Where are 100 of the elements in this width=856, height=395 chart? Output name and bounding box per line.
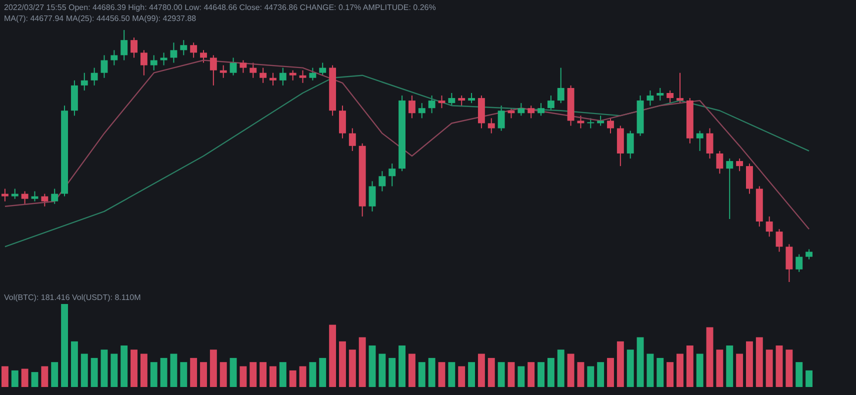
bar [41, 366, 48, 387]
bar [766, 350, 773, 387]
bar [538, 362, 544, 387]
candlestick [270, 72, 276, 86]
candlestick [200, 50, 207, 64]
bar [11, 370, 18, 387]
bar [756, 337, 763, 387]
bar [299, 366, 306, 387]
candlestick [656, 87, 664, 102]
candlestick [626, 130, 634, 160]
candlestick [766, 216, 773, 238]
candlestick [528, 105, 535, 119]
candlestick [538, 102, 544, 116]
bar [518, 366, 525, 387]
candlestick [726, 158, 734, 220]
candlestick [498, 105, 505, 132]
candlestick [51, 188, 58, 204]
bar [100, 350, 108, 387]
candlestick [676, 72, 684, 104]
bar [587, 366, 594, 387]
bar [428, 358, 436, 387]
bar [150, 362, 158, 387]
candlestick [716, 150, 724, 174]
candlestick [230, 57, 237, 76]
candlestick [240, 60, 247, 74]
candlestick [31, 190, 38, 202]
bar [696, 354, 704, 387]
candlestick [90, 67, 98, 86]
bar [220, 362, 227, 387]
candlestick [547, 95, 554, 112]
bar [666, 362, 674, 387]
bar [368, 346, 376, 387]
candlestick [220, 64, 227, 78]
bar [597, 362, 604, 387]
candlestick [348, 128, 356, 152]
bar [130, 350, 138, 387]
bar [289, 370, 296, 387]
bar [498, 362, 505, 387]
bar [80, 354, 88, 387]
candlestick [21, 190, 28, 204]
bar [279, 362, 286, 387]
bar [348, 350, 356, 387]
bar [190, 358, 198, 387]
candlestick [11, 188, 18, 200]
bar [160, 358, 168, 387]
bar [21, 368, 28, 387]
candlestick [130, 37, 138, 58]
bar [339, 341, 346, 387]
candlestick [408, 95, 416, 119]
candlestick [180, 40, 188, 56]
bar [726, 346, 734, 387]
candlestick [319, 62, 326, 76]
candlestick [587, 118, 594, 129]
candlestick [577, 115, 584, 129]
bar [319, 358, 326, 387]
candlestick [776, 228, 783, 252]
bar [488, 358, 495, 387]
bar [110, 354, 118, 387]
bar [478, 354, 485, 387]
bar [61, 304, 68, 387]
bar [676, 354, 684, 387]
candlestick [428, 95, 436, 114]
candlestick [339, 105, 346, 139]
candlestick [120, 30, 128, 61]
bar [210, 350, 217, 387]
bar [557, 350, 564, 387]
bar [1, 366, 8, 387]
bar [776, 346, 783, 387]
candlestick [418, 102, 426, 119]
bar [577, 362, 584, 387]
candlestick [706, 128, 714, 160]
bar [448, 362, 456, 387]
bar [786, 350, 793, 387]
candlestick [250, 62, 257, 78]
bar [736, 354, 744, 387]
bar [250, 362, 257, 387]
candlestick [289, 70, 296, 81]
candlestick [746, 163, 753, 194]
bar [528, 362, 535, 387]
candlestick [309, 67, 316, 81]
bar [607, 358, 614, 387]
candlestick [80, 72, 88, 91]
bar [646, 354, 654, 387]
bar [329, 324, 336, 387]
chart-title: 2022/03/27 15:55 Open: 44686.39 High: 44780.00 Low: 44648.66 Close: 44736.86 CHANGE: 0.17% AMPLITUDE: 0.26% [4, 2, 436, 13]
candlestick [41, 193, 48, 207]
bar [309, 362, 316, 387]
candlestick [806, 248, 813, 260]
candlestick [557, 67, 564, 104]
bar [567, 354, 574, 387]
bar [418, 362, 426, 387]
bar [31, 372, 38, 387]
candlestick [110, 50, 118, 66]
bar [408, 354, 416, 387]
candlestick [438, 95, 446, 109]
bar [656, 358, 664, 387]
candlestick [597, 115, 604, 126]
candlestick [786, 244, 793, 282]
bar [51, 362, 58, 387]
chart-title: Vol(BTC): 181.416 Vol(USDT): 8.110M [4, 292, 141, 303]
